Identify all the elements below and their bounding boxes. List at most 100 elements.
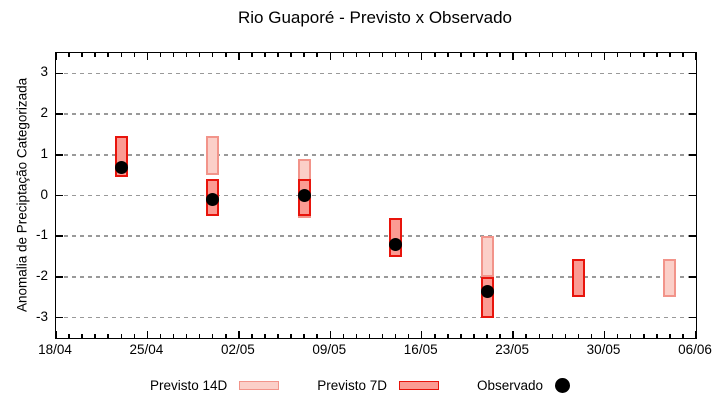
x-tick-minor xyxy=(277,334,279,338)
x-tick-minor xyxy=(656,334,658,338)
x-tick-minor xyxy=(198,334,201,338)
x-tick-label: 30/05 xyxy=(586,342,621,357)
x-tick-label: 16/05 xyxy=(403,342,438,357)
observado-point xyxy=(389,237,403,251)
gridline-y--1 xyxy=(56,235,696,237)
x-tick-label: 23/05 xyxy=(495,342,530,357)
y-tick-label: -1 xyxy=(35,227,48,243)
x-tick-minor-top xyxy=(251,53,253,57)
x-tick-major xyxy=(329,331,332,338)
x-tick-minor-top xyxy=(290,53,292,57)
x-tick-minor xyxy=(394,334,397,338)
gridline-y-1 xyxy=(56,154,696,156)
x-tick-minor-top xyxy=(499,53,501,57)
x-tick-minor xyxy=(133,334,136,338)
x-tick-minor-top xyxy=(486,53,488,57)
x-tick-major xyxy=(146,331,149,338)
x-tick-minor-top xyxy=(303,53,305,57)
x-tick-minor-top xyxy=(656,53,658,57)
legend-item-previsto-14d: Previsto 14D xyxy=(149,377,280,393)
x-tick-major xyxy=(55,331,57,338)
x-tick-minor xyxy=(643,334,645,338)
x-tick-minor-top xyxy=(473,53,475,57)
x-tick-minor xyxy=(68,334,70,338)
y-tick-right xyxy=(689,316,696,319)
x-tick-minor-top xyxy=(669,53,671,57)
x-tick-minor xyxy=(303,334,305,338)
x-tick-minor-top xyxy=(525,53,527,57)
gridline-y-2 xyxy=(56,113,696,115)
x-tick-minor-top xyxy=(68,53,70,57)
x-tick-minor-top xyxy=(577,53,580,57)
y-tick-right xyxy=(689,113,696,115)
x-tick-minor-top xyxy=(447,53,449,57)
x-tick-minor xyxy=(629,334,632,338)
x-tick-major xyxy=(420,331,423,338)
x-tick-minor-top xyxy=(316,53,318,57)
y-tick-left xyxy=(56,316,63,319)
x-tick-major-top xyxy=(695,53,697,60)
x-tick-minor xyxy=(381,334,384,338)
observado-point xyxy=(297,189,311,202)
x-tick-minor xyxy=(473,334,475,338)
x-tick-minor-top xyxy=(616,53,619,57)
x-tick-major-top xyxy=(238,53,240,60)
x-tick-minor xyxy=(225,334,227,338)
x-tick-minor-top xyxy=(133,53,136,57)
x-tick-minor xyxy=(407,334,410,338)
y-tick-label: -3 xyxy=(35,308,48,324)
x-tick-minor xyxy=(368,334,371,338)
y-tick-label: 0 xyxy=(40,186,48,202)
x-tick-label: 02/05 xyxy=(220,342,255,357)
x-tick-minor xyxy=(264,334,266,338)
x-tick-minor-top xyxy=(185,53,188,57)
x-tick-minor xyxy=(551,334,554,338)
x-tick-minor xyxy=(120,334,123,338)
y-tick-right xyxy=(689,276,696,278)
x-tick-minor-top xyxy=(460,53,462,57)
x-tick-minor xyxy=(290,334,292,338)
x-tick-minor-top xyxy=(277,53,279,57)
x-tick-major-top xyxy=(55,53,57,60)
x-tick-minor xyxy=(447,334,449,338)
x-tick-label: 18/04 xyxy=(38,342,72,357)
previsto-14d-box xyxy=(480,236,494,277)
y-tick-label: -2 xyxy=(35,267,48,283)
x-tick-minor-top xyxy=(355,53,358,57)
x-tick-minor xyxy=(499,334,501,338)
y-tick-label: 2 xyxy=(40,105,48,121)
x-tick-major-top xyxy=(420,53,423,60)
x-tick-minor xyxy=(669,334,671,338)
x-tick-major xyxy=(238,331,240,338)
x-tick-label: 25/04 xyxy=(129,342,164,357)
x-tick-minor-top xyxy=(225,53,227,57)
x-tick-minor xyxy=(460,334,462,338)
x-tick-minor-top xyxy=(368,53,371,57)
x-tick-minor-top xyxy=(564,53,567,57)
x-tick-minor-top xyxy=(172,53,175,57)
y-tick-right xyxy=(689,72,696,75)
y-tick-right xyxy=(689,235,696,237)
legend: Previsto 14D Previsto 7D Observado xyxy=(0,374,720,396)
legend-label-previsto-14d: Previsto 14D xyxy=(149,377,228,393)
gridline-y-3 xyxy=(56,72,696,75)
x-tick-minor-top xyxy=(434,53,436,57)
y-tick-left xyxy=(56,154,63,156)
x-tick-minor xyxy=(159,334,162,338)
y-tick-left xyxy=(56,72,63,75)
legend-item-observado: Observado xyxy=(477,377,571,393)
observado-point xyxy=(480,284,494,298)
x-tick-minor-top xyxy=(211,53,214,57)
x-tick-major-top xyxy=(512,53,514,60)
plot-area xyxy=(55,52,697,339)
x-tick-minor-top xyxy=(551,53,554,57)
x-tick-minor xyxy=(94,334,96,338)
x-tick-minor-top xyxy=(629,53,632,57)
x-tick-major-top xyxy=(603,53,606,60)
x-tick-minor xyxy=(577,334,580,338)
chart-title: Rio Guaporé - Previsto x Observado xyxy=(237,8,512,27)
x-tick-minor xyxy=(342,334,345,338)
x-tick-minor-top xyxy=(198,53,201,57)
legend-swatch-previsto-7d-icon xyxy=(399,380,440,390)
